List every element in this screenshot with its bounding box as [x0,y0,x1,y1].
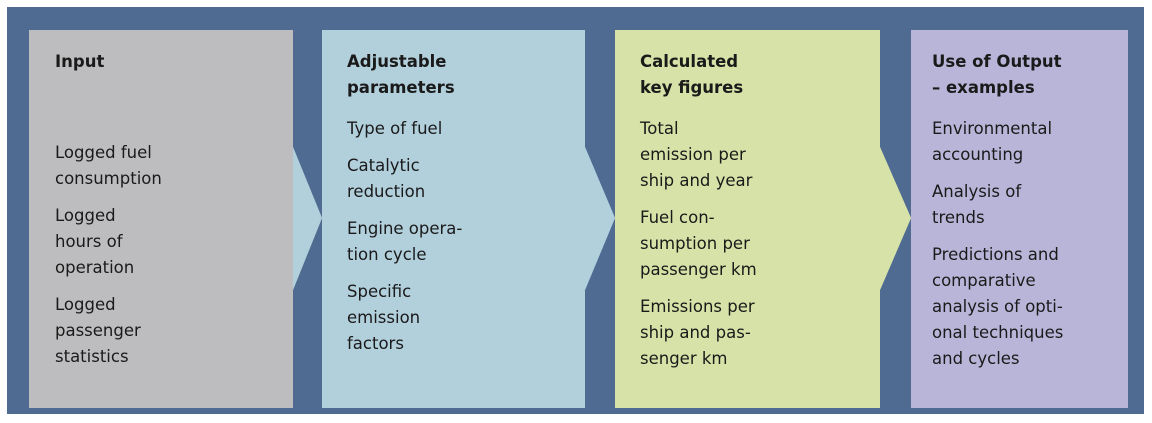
column: Adjustable parameters Type of fuel Catalyti… [347,49,462,357]
item: Specific emission factors [347,279,462,357]
box-title: Calculated key figures [640,49,757,105]
item-line: senger km [640,349,728,368]
item-line: statistics [55,347,129,366]
item: Type of fuel [347,116,462,142]
box-title: Adjustable parameters [347,49,462,105]
item-line: reduction [347,182,426,201]
output-box [911,30,1128,408]
item-line: emission per [640,145,746,164]
item: Logged fuel consumption [55,140,162,192]
item: Engine opera-tion cycle [347,216,462,268]
title-line: key figures [640,78,744,97]
item-line: operation [55,258,135,277]
item: Environmental accounting [932,116,1063,168]
item-line: factors [347,334,404,353]
item-line: Fuel con- [640,208,715,227]
item-line: passenger [55,321,141,340]
item-line: trends [932,208,985,227]
item: Catalytic reduction [347,153,462,205]
item-line: tion cycle [347,245,427,264]
item-line: Type of fuel [347,119,443,138]
arrow [880,147,911,290]
arrow [585,147,615,290]
item: Total emission per ship and year [640,116,757,194]
item-line: onal techniques [932,323,1064,342]
item-line: Catalytic [347,156,420,175]
item-line: comparative [932,271,1036,290]
box-title: Input [55,49,162,105]
title-line: Calculated [640,52,739,71]
item-line: consumption [55,169,162,188]
item-line: ship and year [640,171,753,190]
item-line: Emissions per [640,297,755,316]
item-line: accounting [932,145,1024,164]
item-line: Logged [55,206,116,225]
item-line: and cycles [932,349,1020,368]
box-title: Use of Output – examples [932,49,1063,105]
item: Analysis of trends [932,179,1063,231]
title-line: – examples [932,78,1035,97]
column: Input Logged fuel consumption Logged hours o… [55,49,162,370]
item-line: emission [347,308,421,327]
item-line: passenger km [640,260,757,279]
key-figures-box [615,30,911,408]
input-box [29,30,322,408]
item-line: ship and pas- [640,323,751,342]
title-line: Input [55,52,105,71]
item-line: Environmental [932,119,1053,138]
title-line: Use of Output [932,52,1062,71]
item: Logged passenger statistics [55,292,162,370]
column: Use of Output – examples Environmental acco… [932,49,1063,372]
item: Logged hours of operation [55,203,162,281]
item-line: Predictions and [932,245,1059,264]
item-line: analysis of opti- [932,297,1063,316]
column: Calculated key figures Total emission per sh… [640,49,757,372]
item-line: Specific [347,282,412,301]
title-line: Adjustable [347,52,447,71]
item: Emissions per ship and pas-senger km [640,294,757,372]
item-line: hours of [55,232,123,251]
item-line: Analysis of [932,182,1022,201]
item-line: Logged fuel [55,143,152,162]
item-line: sumption per [640,234,750,253]
item-line: Total [640,119,679,138]
title-line: parameters [347,78,455,97]
item-line: Logged [55,295,116,314]
item-line: Engine opera- [347,219,463,238]
item: Predictions and comparative analysis of op… [932,242,1063,372]
parameters-box [293,30,615,408]
item: Fuel con-sumption per passenger km [640,205,757,283]
